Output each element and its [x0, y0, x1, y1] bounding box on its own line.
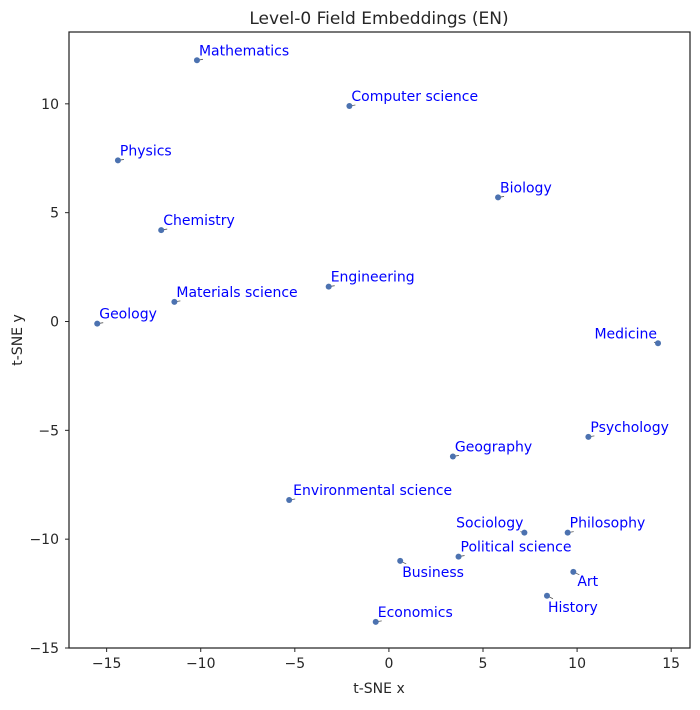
point-label: Environmental science: [293, 483, 452, 499]
point-label: Materials science: [176, 285, 297, 301]
x-tick-label: 0: [384, 656, 393, 672]
point-label: Sociology: [456, 516, 523, 532]
point-label: Computer science: [351, 89, 478, 105]
plot-frame: [68, 31, 691, 649]
point-label: Economics: [378, 605, 453, 621]
x-tick-label: 10: [568, 656, 586, 672]
y-tick-label: 0: [50, 314, 59, 330]
y-tick-label: −5: [38, 423, 59, 439]
scatter-point: [346, 103, 353, 110]
x-tick-label: 5: [479, 656, 488, 672]
plot-area: Mathematics Computer science Physics Biolog…: [94, 43, 669, 625]
point-label: Philosophy: [570, 516, 646, 532]
scatter-point: [570, 568, 577, 575]
scatter-point: [158, 227, 165, 234]
point-label: History: [548, 600, 598, 616]
scatter-point: [585, 433, 592, 440]
y-tick-label: −10: [29, 532, 59, 548]
point-label: Mathematics: [199, 43, 289, 59]
scatter-point: [495, 194, 502, 201]
x-axis-label: t-SNE x: [353, 681, 404, 697]
scatter-point: [655, 340, 662, 347]
chart-title: Level-0 Field Embeddings (EN): [249, 9, 508, 29]
point-label: Medicine: [594, 326, 657, 342]
scatter-point: [449, 453, 456, 460]
x-tick-label: −10: [186, 656, 216, 672]
scatter-point: [397, 557, 404, 564]
point-label: Geography: [455, 439, 532, 455]
scatter-point: [286, 496, 293, 503]
x-tick-label: −15: [92, 656, 122, 672]
y-tick-label: 10: [41, 97, 59, 113]
scatter-point: [564, 529, 571, 536]
y-tick-label: −15: [29, 641, 59, 657]
scatter-point: [94, 320, 101, 327]
scatter-point: [372, 618, 379, 625]
point-label: Art: [577, 574, 598, 590]
point-label: Political science: [461, 540, 572, 556]
point-label: Engineering: [331, 270, 415, 286]
scatter-point: [114, 157, 121, 164]
scatter-point: [455, 553, 462, 560]
point-label: Business: [402, 565, 464, 581]
scatter-point: [171, 298, 178, 305]
x-tick-label: −5: [284, 656, 305, 672]
scatter-point: [543, 592, 550, 599]
scatter-point: [325, 283, 332, 290]
point-label: Psychology: [590, 420, 669, 436]
point-label: Chemistry: [163, 213, 235, 229]
point-label: Geology: [99, 307, 157, 323]
scatter-point: [193, 57, 200, 64]
y-axis-label: t-SNE y: [10, 314, 26, 365]
point-label: Physics: [120, 143, 172, 159]
scatter-point: [521, 529, 528, 536]
x-tick-label: 15: [662, 656, 680, 672]
point-label: Biology: [500, 180, 552, 196]
y-tick-label: 5: [50, 206, 59, 222]
